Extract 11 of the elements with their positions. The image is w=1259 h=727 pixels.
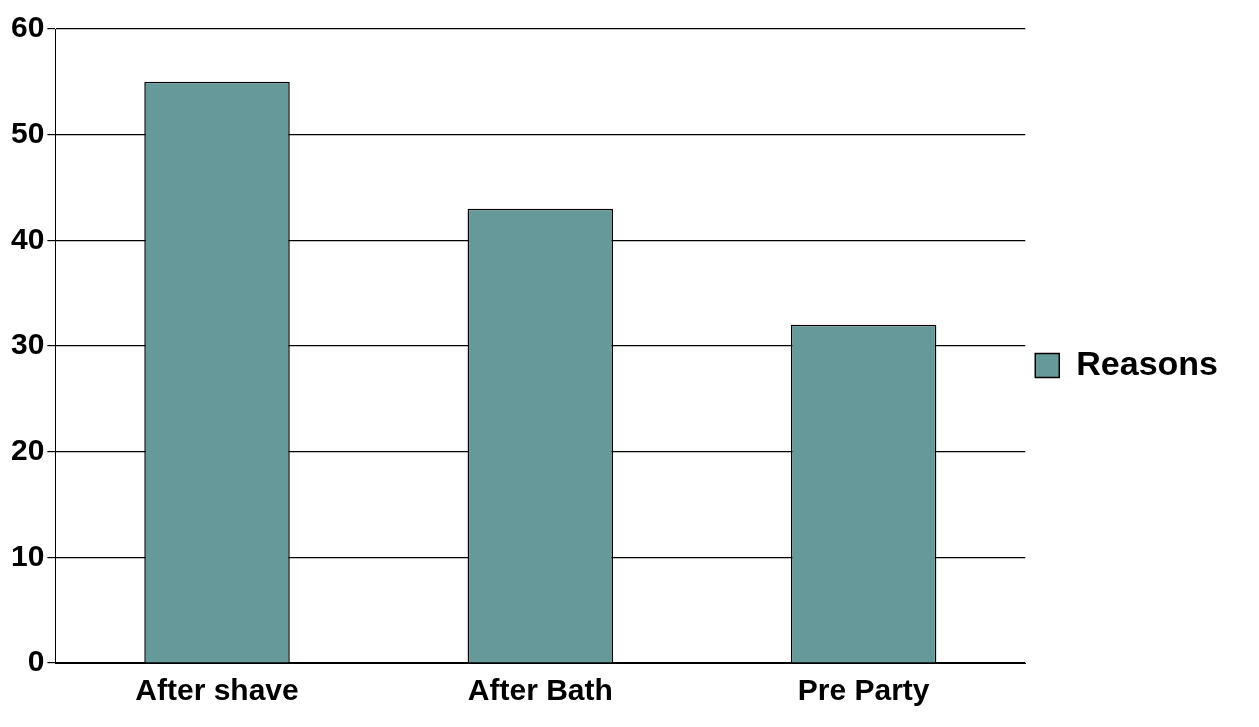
x-tick-label: After Bath (467, 673, 613, 707)
legend-label: Reasons (1076, 343, 1219, 382)
y-tick-label: 60 (10, 10, 45, 44)
x-tick-label: After shave (135, 673, 299, 707)
x-tick-label: Pre Party (797, 673, 930, 707)
y-tick-label: 0 (27, 644, 45, 678)
y-tick-label: 40 (10, 221, 45, 255)
y-tick-label: 20 (10, 432, 45, 466)
y-tick-label: 30 (10, 327, 45, 361)
y-tick-label: 50 (10, 115, 45, 149)
y-tick-label: 10 (10, 538, 45, 572)
